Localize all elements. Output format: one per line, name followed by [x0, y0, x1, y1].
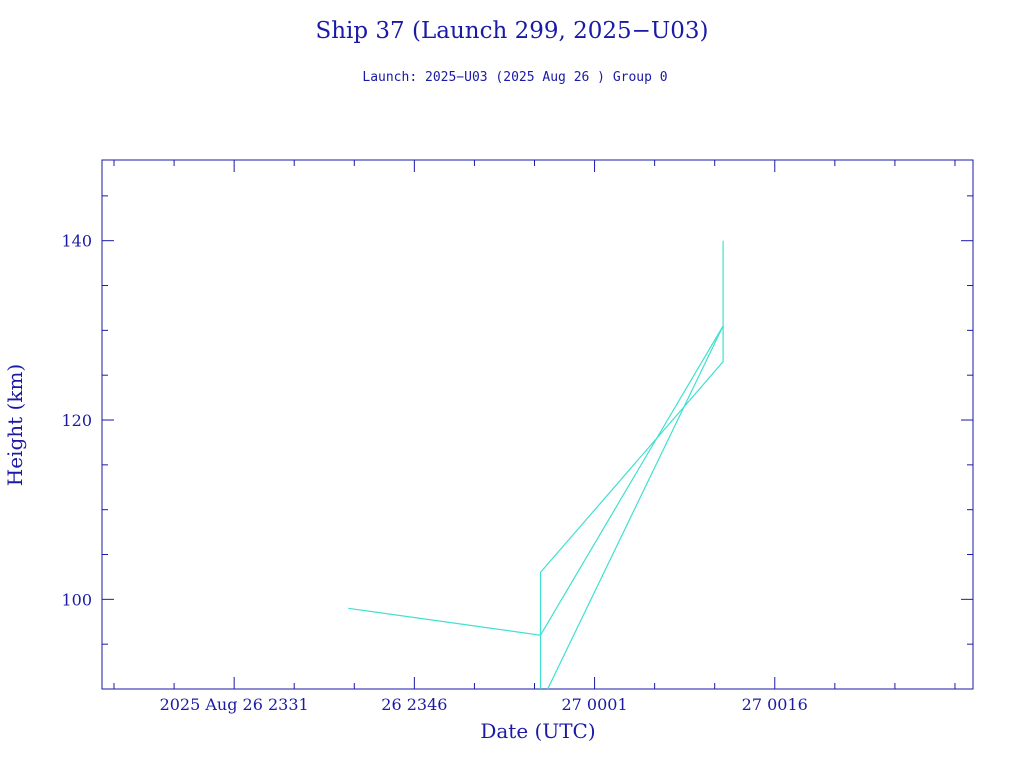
series-layer — [348, 240, 724, 690]
y-tick-label: 100 — [61, 590, 92, 609]
chart-title: Ship 37 (Launch 299, 2025−U03) — [315, 18, 708, 44]
axis-ticks — [102, 160, 973, 689]
x-tick-label: 26 2346 — [381, 695, 447, 714]
series-line-1 — [348, 240, 724, 636]
y-tick-label: 140 — [61, 232, 92, 251]
x-tick-label: 2025 Aug 26 2331 — [160, 695, 309, 714]
x-axis-label: Date (UTC) — [480, 719, 595, 743]
y-axis-label: Height (km) — [3, 364, 27, 486]
x-tick-label: 27 0001 — [561, 695, 627, 714]
series-line-2 — [539, 325, 724, 690]
plot-frame — [101, 159, 974, 690]
y-tick-label: 120 — [61, 411, 92, 430]
chart-subtitle: Launch: 2025−U03 (2025 Aug 26 ) Group 0 — [362, 70, 667, 85]
tick-labels: 2025 Aug 26 2331 26 2346 27 0001 27 0016 100… — [61, 232, 807, 714]
x-tick-label: 27 0016 — [742, 695, 808, 714]
